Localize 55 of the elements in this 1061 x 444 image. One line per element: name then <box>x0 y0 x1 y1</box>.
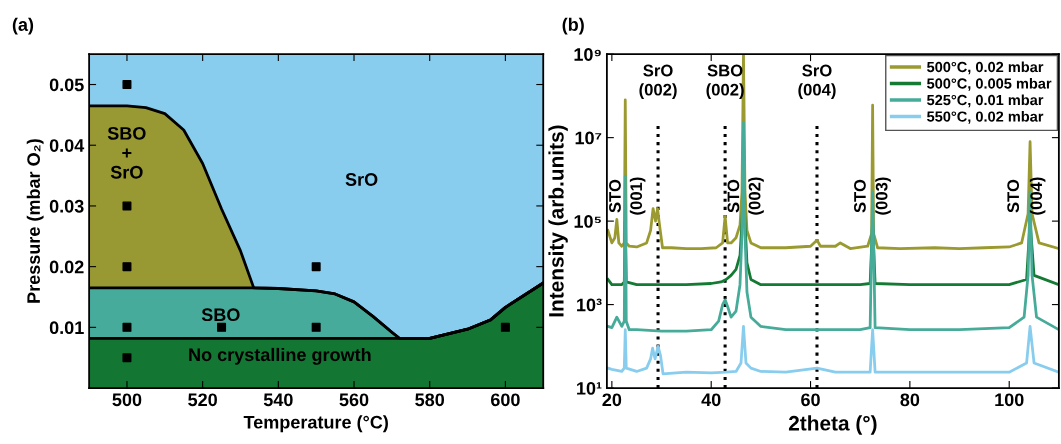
legend-label: 525°C, 0.01 mbar <box>927 94 1044 108</box>
annotation: (003) <box>875 177 891 215</box>
ref-line-label: SrO (002) <box>639 64 677 99</box>
y-tick-label: 0.04 <box>49 139 85 152</box>
y-tick-label: 0.01 <box>49 321 84 335</box>
chart-title: (a) <box>12 17 34 35</box>
point <box>311 262 321 272</box>
point <box>122 80 132 90</box>
y-tick-label: 0.03 <box>49 199 84 213</box>
annotation: (004) <box>1029 177 1046 215</box>
point <box>122 322 132 332</box>
x-axis-title: 2theta (°) <box>788 415 877 435</box>
y-tick-label: 10⁵ <box>574 215 601 228</box>
legend-label: 500°C, 0.005 mbar <box>927 77 1052 91</box>
annotation: STO <box>727 179 740 213</box>
annotation: No crystalline growth <box>189 347 371 365</box>
y-tick-label: 10¹ <box>577 381 602 395</box>
annotation: SBO + SrO <box>107 126 146 179</box>
x-tick-label: 100 <box>995 393 1024 407</box>
x-tick-label: 580 <box>415 393 445 407</box>
x-tick-label: 20 <box>602 393 622 407</box>
y-tick-label: 10⁷ <box>575 131 602 145</box>
y-tick-label: 0.05 <box>49 78 84 92</box>
annotation: STO <box>854 179 866 213</box>
legend-label: 500°C, 0.02 mbar <box>927 61 1044 75</box>
point <box>122 353 132 363</box>
chart-title: (b) <box>562 17 584 35</box>
x-tick-label: 80 <box>900 393 920 407</box>
y-axis-title: Pressure (mbar O₂) <box>26 139 44 303</box>
x-tick-label: 500 <box>112 393 142 407</box>
annotation: STO <box>609 179 621 213</box>
x-axis-title: Temperature (°C) <box>243 415 388 433</box>
annotation: SrO <box>345 173 378 186</box>
x-tick-label: 540 <box>263 393 293 407</box>
x-tick-label: 600 <box>490 393 520 407</box>
point <box>122 262 132 272</box>
y-axis-title: Intensity (arb.units) <box>548 125 568 317</box>
point <box>500 322 510 332</box>
x-tick-label: 40 <box>701 393 721 407</box>
point <box>311 322 321 332</box>
line-series <box>606 325 1059 376</box>
y-tick-label: 10³ <box>577 298 602 312</box>
ref-line-label: SrO (004) <box>798 64 836 99</box>
y-tick-label: 0.02 <box>49 260 84 274</box>
y-tick-label: 10⁹ <box>574 48 601 61</box>
legend-label: 550°C, 0.02 mbar <box>927 110 1044 124</box>
point <box>217 322 227 332</box>
x-tick-label: 60 <box>801 393 820 407</box>
x-tick-label: 520 <box>188 393 217 407</box>
annotation: (001) <box>629 177 646 215</box>
annotation: (002) <box>748 177 764 215</box>
annotation: STO <box>1007 179 1020 213</box>
point <box>122 201 132 211</box>
x-tick-label: 560 <box>339 393 369 407</box>
annotation: SBO <box>201 308 240 322</box>
